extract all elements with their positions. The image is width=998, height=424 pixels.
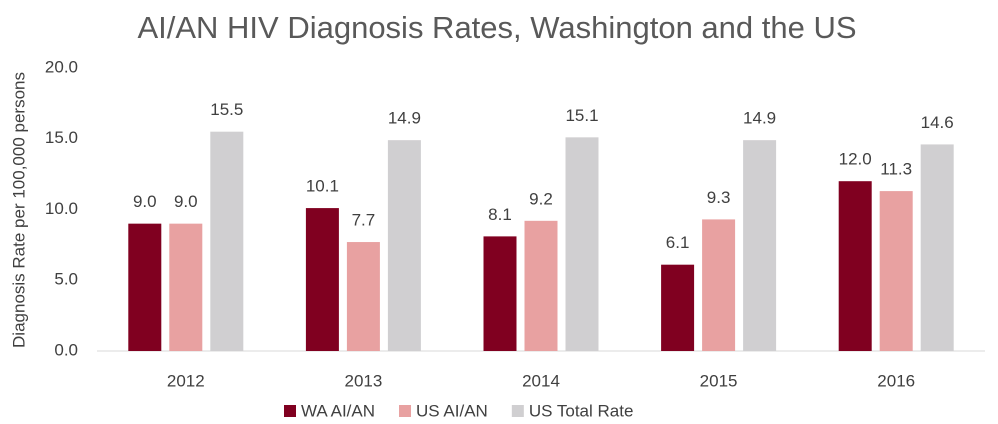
bar: [879, 191, 913, 351]
y-tick-label: 20.0: [45, 57, 78, 76]
data-label: 10.1: [306, 177, 339, 196]
legend-label: US AI/AN: [416, 401, 488, 420]
y-tick-label: 5.0: [54, 270, 78, 289]
bar: [743, 140, 777, 351]
data-label: 9.3: [707, 188, 731, 207]
data-label: 14.6: [921, 113, 954, 132]
bar: [483, 236, 517, 351]
bar: [210, 131, 244, 351]
data-label: 12.0: [839, 150, 872, 169]
bar: [387, 140, 421, 351]
data-label: 14.9: [388, 109, 421, 128]
data-label: 7.7: [352, 211, 376, 230]
data-label: 14.9: [743, 109, 776, 128]
legend-label: WA AI/AN: [301, 401, 375, 420]
bar: [565, 137, 599, 351]
bar: [702, 219, 736, 351]
legend-swatch: [284, 405, 296, 417]
y-tick-label: 10.0: [45, 199, 78, 218]
data-label: 11.3: [880, 160, 912, 179]
bar: [920, 144, 954, 351]
legend-label: US Total Rate: [529, 401, 634, 420]
bar: [169, 223, 203, 351]
x-tick-label: 2016: [877, 371, 915, 390]
data-label: 9.0: [174, 192, 198, 211]
y-tick-label: 0.0: [54, 340, 78, 359]
x-tick-label: 2015: [700, 371, 738, 390]
y-tick-label: 15.0: [45, 128, 78, 147]
chart-title: AI/AN HIV Diagnosis Rates, Washington an…: [137, 10, 856, 45]
legend-swatch: [399, 405, 412, 417]
bar: [524, 220, 558, 351]
data-label: 8.1: [488, 205, 512, 224]
bar: [661, 264, 695, 351]
x-tick-label: 2012: [167, 371, 205, 390]
data-label: 15.5: [210, 100, 243, 119]
legend-swatch: [511, 405, 524, 417]
y-axis-title: Diagnosis Rate per 100,000 persons: [9, 72, 28, 348]
x-tick-label: 2013: [344, 371, 382, 390]
bar: [305, 208, 339, 351]
data-label: 9.2: [529, 189, 553, 208]
data-label: 9.0: [133, 192, 157, 211]
x-tick-label: 2014: [522, 371, 560, 390]
data-label: 6.1: [666, 233, 690, 252]
data-label: 15.1: [565, 106, 598, 125]
bar: [346, 242, 380, 351]
bar: [838, 181, 872, 351]
bar: [128, 223, 162, 351]
